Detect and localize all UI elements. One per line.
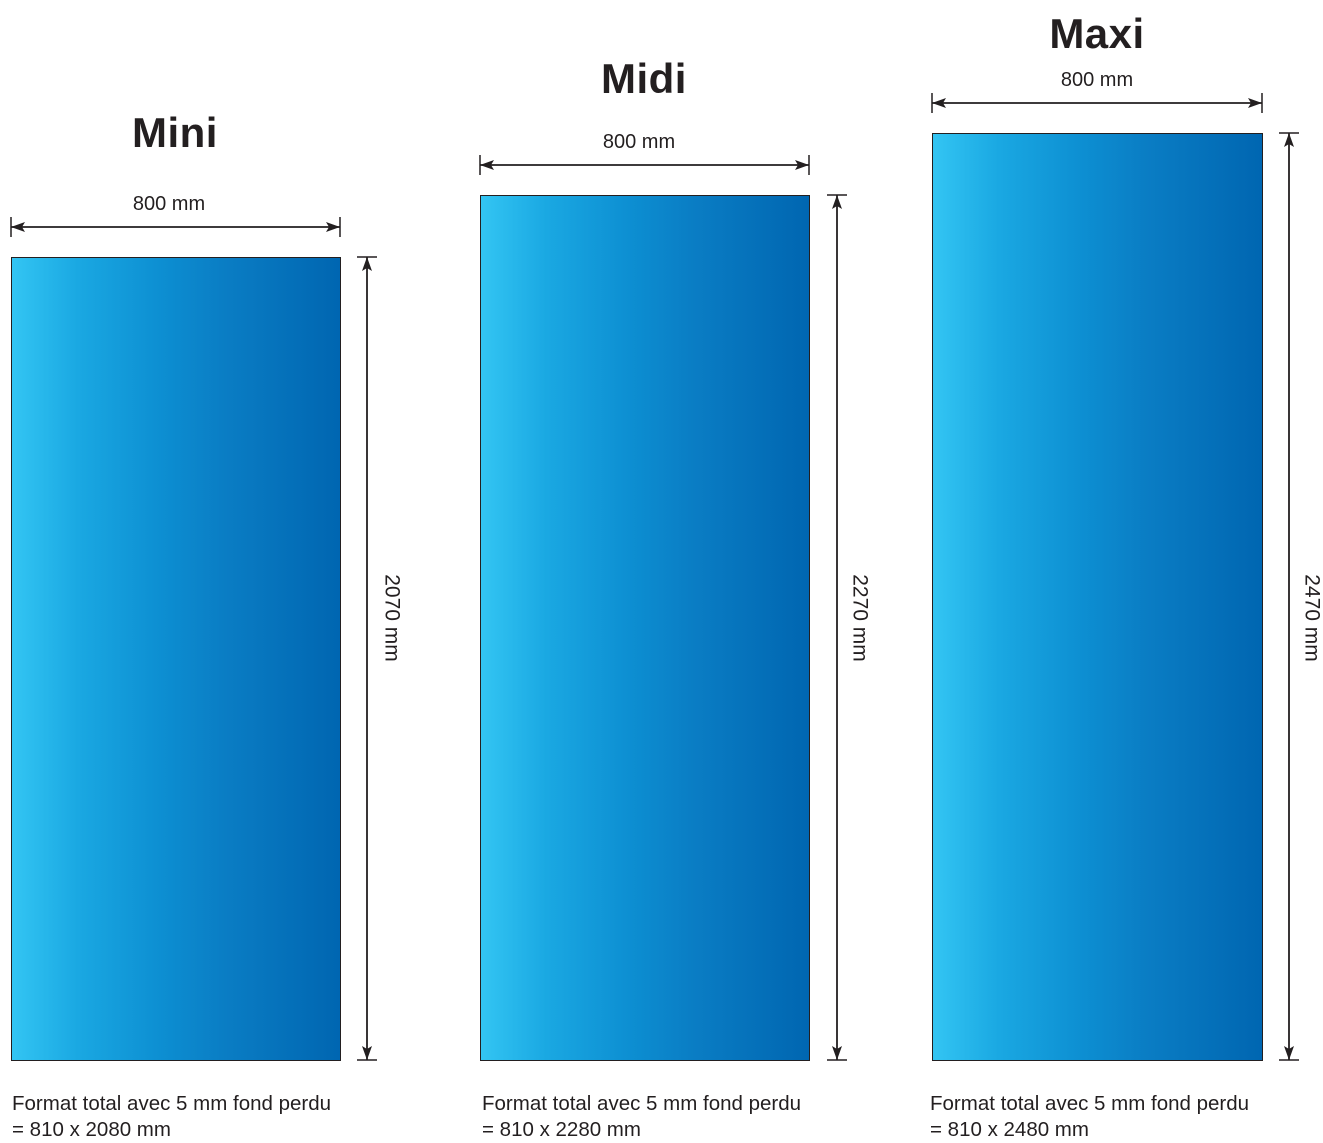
mini-height-label: 2070 mm [380,574,404,662]
maxi-total-format-note: Format total avec 5 mm fond perdu = 810 … [930,1091,1249,1143]
midi-banner-panel [480,195,810,1061]
mini-total-format-note: Format total avec 5 mm fond perdu = 810 … [12,1091,331,1143]
mini-note-line1: Format total avec 5 mm fond perdu [12,1092,332,1115]
midi-total-format-note: Format total avec 5 mm fond perdu = 810 … [482,1091,801,1143]
mini-width-label: 800 mm [132,193,206,215]
mini-banner-panel [11,257,341,1061]
mini-note-line2: = 810 x 2080 mm [12,1118,171,1141]
maxi-height-label: 2470 mm [1300,574,1323,662]
maxi-width-dimension [931,93,1263,113]
maxi-width-label: 800 mm [1060,69,1134,91]
midi-height-dimension [827,194,847,1061]
mini-width-dimension [10,217,341,237]
maxi-note-line2: = 810 x 2480 mm [930,1118,1089,1141]
midi-width-label: 800 mm [602,131,676,153]
mini-height-dimension [357,256,377,1061]
midi-width-dimension [479,155,810,175]
midi-note-line2: = 810 x 2280 mm [482,1118,641,1141]
midi-height-label: 2270 mm [848,574,872,662]
maxi-height-dimension [1279,132,1299,1061]
maxi-banner-panel [932,133,1263,1061]
midi-title: Midi [601,55,687,102]
midi-note-line1: Format total avec 5 mm fond perdu [482,1092,802,1115]
maxi-title: Maxi [1049,10,1145,57]
maxi-note-line1: Format total avec 5 mm fond perdu [930,1092,1250,1115]
mini-title: Mini [132,109,218,156]
